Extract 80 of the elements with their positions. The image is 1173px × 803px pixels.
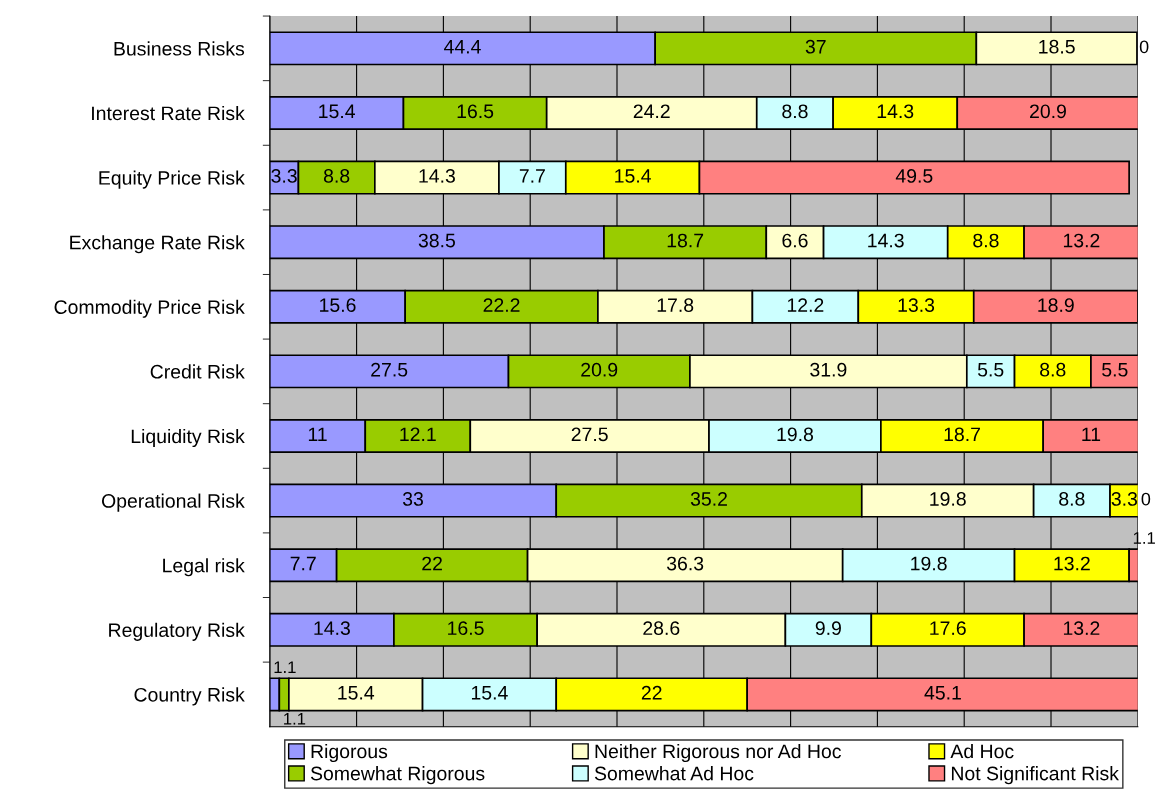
data-label: 14.3 <box>314 621 350 636</box>
data-label: 8.8 <box>1040 362 1066 377</box>
data-label: 36.3 <box>666 556 704 571</box>
data-label: 22 <box>422 556 442 571</box>
data-label: 18.9 <box>1038 298 1074 312</box>
data-label: 24.2 <box>633 104 670 118</box>
y-tick-label: Business Risks <box>114 41 245 56</box>
data-label: 31.9 <box>810 362 847 377</box>
data-label: 49.5 <box>895 169 933 183</box>
legend-label: Ad Hoc <box>950 743 1014 759</box>
data-label: 12.1 <box>400 427 436 442</box>
data-label: 14.3 <box>868 233 904 248</box>
y-tick-label: Interest Rate Risk <box>92 105 245 121</box>
data-label: 1.1 <box>284 713 306 725</box>
data-label: 19.8 <box>777 427 814 442</box>
data-label: 11 <box>308 427 327 442</box>
legend-label: Rigorous <box>311 743 388 763</box>
data-label: 20.9 <box>1030 104 1066 119</box>
data-label: 15.4 <box>471 686 508 700</box>
data-label: 8.8 <box>1059 492 1085 506</box>
data-label: 1.1 <box>274 661 296 673</box>
data-label: 5.5 <box>1102 363 1128 377</box>
data-label: 27.5 <box>571 427 608 442</box>
data-label: 18.5 <box>1039 39 1075 54</box>
data-label: 16.5 <box>448 621 484 636</box>
data-label: 6.6 <box>782 233 808 248</box>
data-label: 22.2 <box>483 298 520 312</box>
data-label: 5.5 <box>977 363 1004 377</box>
data-label: 7.7 <box>519 169 545 183</box>
data-label: 14.3 <box>419 169 455 183</box>
y-tick-label: Commodity Price Risk <box>54 299 245 318</box>
data-label: 7.7 <box>290 556 316 571</box>
y-tick-label: Operational Risk <box>101 493 245 512</box>
data-label: 37 <box>805 39 826 54</box>
data-label: 18.7 <box>944 427 980 442</box>
data-label: 13.2 <box>1063 233 1100 248</box>
y-tick-label: Equity Price Risk <box>99 170 245 189</box>
legend-label: Somewhat Rigorous <box>310 766 485 785</box>
data-label: 19.8 <box>930 492 966 506</box>
data-label: 35.2 <box>690 492 727 506</box>
data-label: 28.6 <box>643 621 680 636</box>
data-label: 16.5 <box>457 104 494 119</box>
data-label: 15.4 <box>338 686 375 700</box>
data-label: 8.8 <box>323 169 350 183</box>
data-label: 15.6 <box>320 298 356 312</box>
data-label: 8.8 <box>973 233 999 248</box>
data-label: 11 <box>1082 427 1101 442</box>
data-label: 13.3 <box>898 298 935 312</box>
data-label: 38.5 <box>418 233 455 248</box>
data-label: 3.3 <box>1111 492 1138 506</box>
data-label: 14.3 <box>877 104 914 119</box>
legend-label: Neither Rigorous nor Ad Hoc <box>595 743 841 763</box>
data-label: 9.9 <box>815 621 841 636</box>
data-label: 22 <box>641 685 662 700</box>
y-tick-label: Credit Risk <box>150 364 245 379</box>
data-label: 0 <box>1141 492 1151 506</box>
y-tick-label: Regulatory Risk <box>109 622 245 641</box>
data-label: 45.1 <box>924 686 961 700</box>
y-tick-label: Liquidity Risk <box>131 428 245 448</box>
data-label: 3.3 <box>271 169 297 183</box>
data-label: 33 <box>402 492 423 506</box>
data-label: 0 <box>1139 40 1149 54</box>
legend-label: Somewhat Ad Hoc <box>594 766 754 781</box>
data-label: 17.8 <box>657 298 694 312</box>
data-label: 8.8 <box>782 104 808 119</box>
data-label: 44.4 <box>444 40 481 54</box>
data-label: 13.2 <box>1063 621 1100 636</box>
y-tick-label: Exchange Rate Risk <box>70 235 245 254</box>
data-label: 18.7 <box>667 233 704 248</box>
data-label: 12.2 <box>787 298 824 312</box>
data-label: 13.2 <box>1054 556 1090 571</box>
data-label: 20.9 <box>581 362 618 377</box>
legend-label: Not Significant Risk <box>951 766 1119 785</box>
data-label: 15.4 <box>319 104 355 119</box>
data-label: 19.8 <box>911 556 947 571</box>
y-tick-label: Country Risk <box>134 687 245 706</box>
data-label: 27.5 <box>371 362 408 377</box>
data-label: 15.4 <box>615 169 651 183</box>
y-tick-label: Legal risk <box>163 558 245 577</box>
data-label: 17.6 <box>930 621 966 636</box>
